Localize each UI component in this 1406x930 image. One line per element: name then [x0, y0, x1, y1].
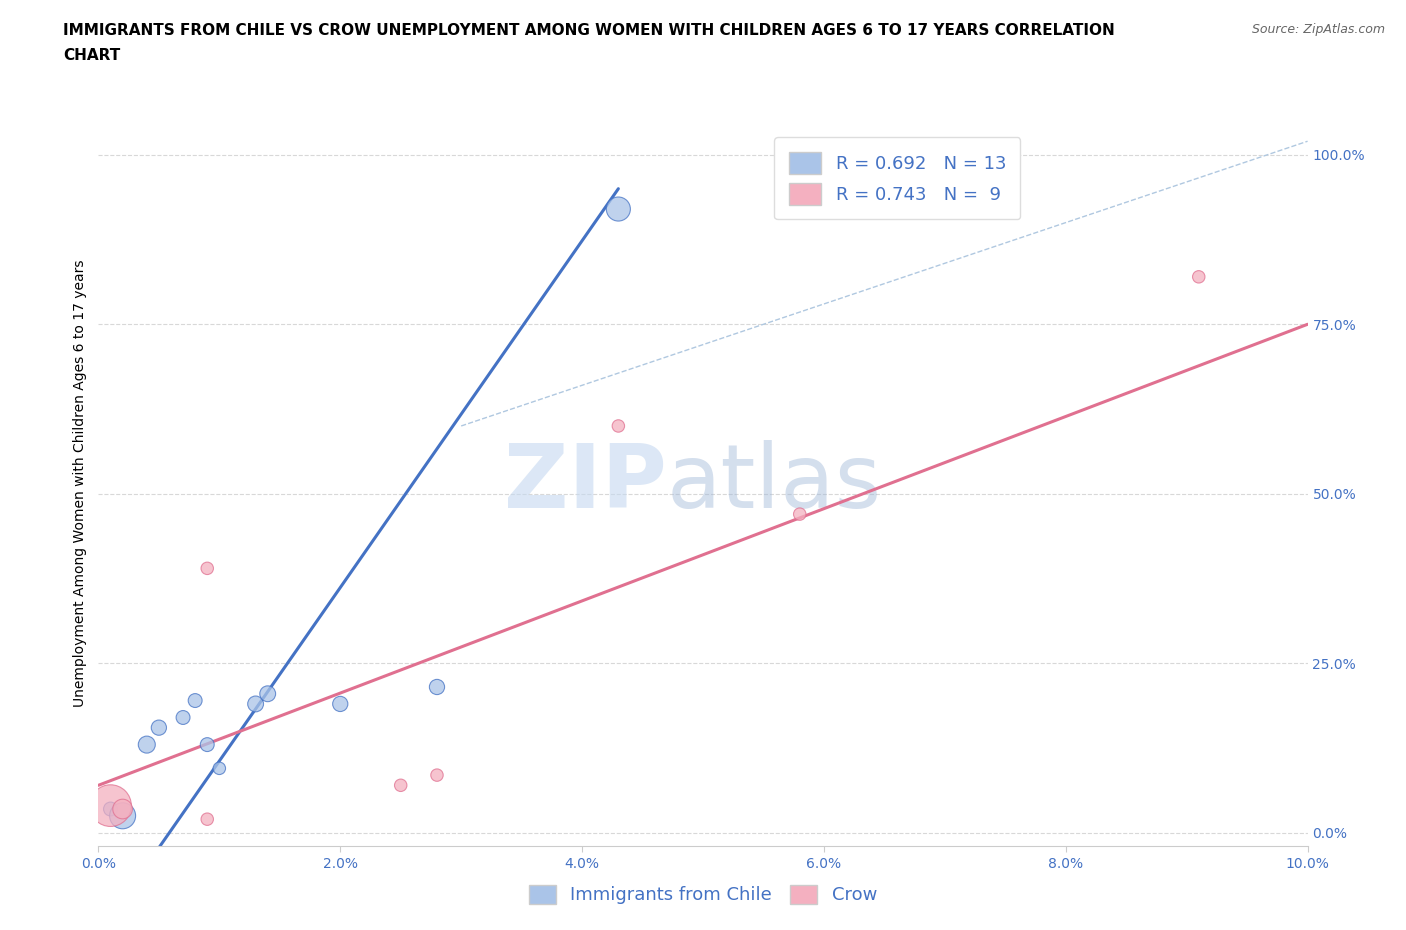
Point — [607, 418, 630, 433]
Point — [195, 737, 218, 752]
Point — [172, 710, 194, 724]
Point — [607, 202, 630, 217]
Point — [208, 761, 231, 776]
Y-axis label: Unemployment Among Women with Children Ages 6 to 17 years: Unemployment Among Women with Children A… — [73, 259, 87, 708]
Point — [195, 561, 218, 576]
Text: ZIP: ZIP — [503, 440, 666, 527]
Text: IMMIGRANTS FROM CHILE VS CROW UNEMPLOYMENT AMONG WOMEN WITH CHILDREN AGES 6 TO 1: IMMIGRANTS FROM CHILE VS CROW UNEMPLOYME… — [63, 23, 1115, 38]
Point — [184, 693, 207, 708]
Legend: Immigrants from Chile, Crow: Immigrants from Chile, Crow — [522, 878, 884, 911]
Text: Source: ZipAtlas.com: Source: ZipAtlas.com — [1251, 23, 1385, 36]
Point — [135, 737, 157, 752]
Point — [389, 777, 412, 792]
Point — [100, 802, 122, 817]
Text: atlas: atlas — [666, 440, 882, 527]
Point — [111, 808, 134, 823]
Legend: R = 0.692   N = 13, R = 0.743   N =  9: R = 0.692 N = 13, R = 0.743 N = 9 — [775, 138, 1021, 219]
Text: CHART: CHART — [63, 48, 121, 63]
Point — [1188, 270, 1211, 285]
Point — [195, 812, 218, 827]
Point — [426, 767, 449, 782]
Point — [426, 680, 449, 695]
Point — [329, 697, 352, 711]
Point — [100, 798, 122, 813]
Point — [245, 697, 267, 711]
Point — [789, 507, 811, 522]
Point — [256, 686, 278, 701]
Point — [148, 720, 170, 735]
Point — [111, 802, 134, 817]
